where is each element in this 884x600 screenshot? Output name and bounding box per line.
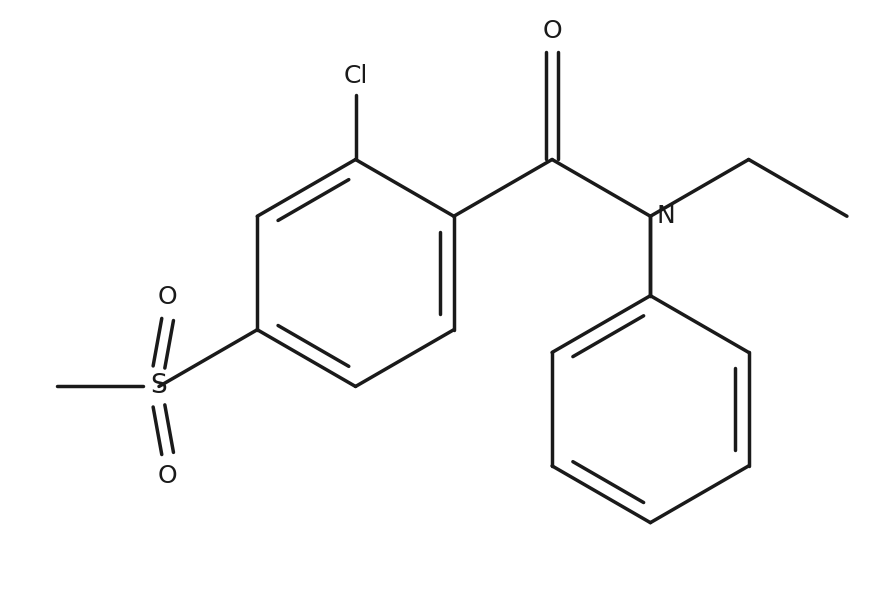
Text: O: O: [158, 284, 178, 308]
Text: O: O: [542, 19, 562, 43]
Text: O: O: [158, 464, 178, 488]
Text: N: N: [657, 204, 675, 228]
Text: S: S: [150, 373, 167, 400]
Text: Cl: Cl: [343, 64, 368, 88]
